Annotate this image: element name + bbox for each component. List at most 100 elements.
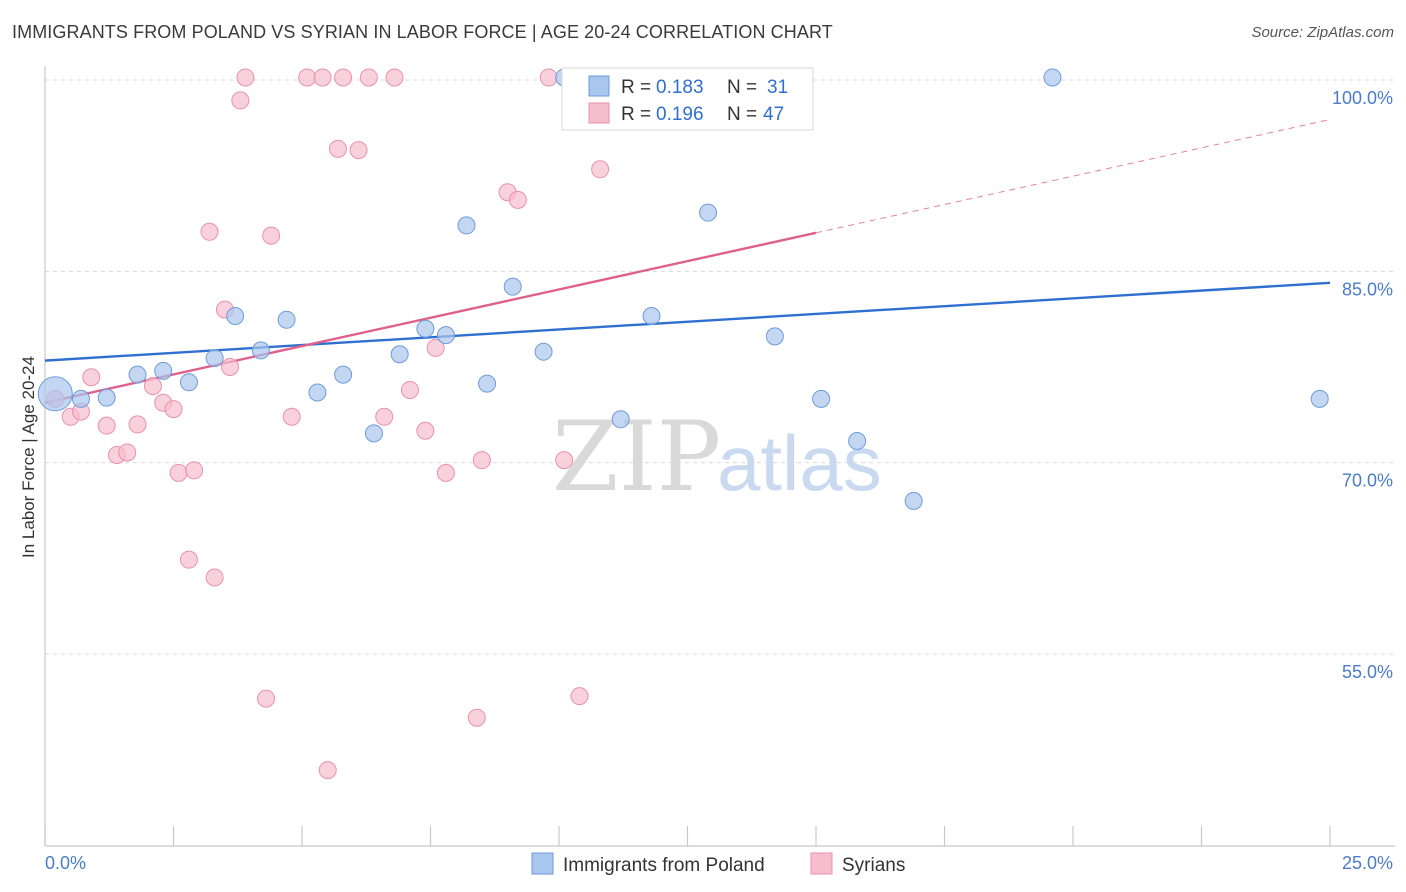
syrian-point: [313, 68, 332, 87]
grid-lines: [45, 79, 1395, 655]
y-tick-label-70: 70.0%: [1342, 471, 1393, 491]
poland-point: [611, 410, 630, 429]
syrian-point: [164, 400, 183, 419]
poland-point: [416, 319, 435, 338]
legend-n-value-syrians: 47: [763, 104, 784, 125]
bottom-legend-label-syrians: Syrians: [842, 855, 905, 876]
syrian-point: [221, 358, 240, 376]
syrian-point: [555, 451, 574, 470]
syrian-point: [118, 443, 137, 462]
syrian-point: [508, 190, 527, 209]
syrian-point: [257, 689, 276, 708]
correlation-legend: R = 0.183 N = 31 R = 0.196 N = 47: [561, 67, 814, 131]
bottom-legend-swatch-syrians: [810, 852, 833, 875]
x-tick-label-min: 0.0%: [45, 853, 86, 873]
poland-point: [642, 306, 661, 325]
poland-point: [97, 388, 116, 407]
syrian-point: [169, 463, 188, 482]
series-legend: Immigrants from Poland Syrians: [531, 852, 905, 876]
syrian-point: [375, 407, 394, 426]
poland-point: [534, 342, 553, 361]
poland-point: [128, 365, 147, 384]
legend-swatch-poland: [588, 75, 610, 97]
data-points: [37, 68, 1329, 780]
legend-r-label-syrians: R =: [621, 104, 651, 125]
trend-line-extension-1: [815, 119, 1331, 234]
poland-point: [179, 373, 198, 392]
y-tick-label-85: 85.0%: [1342, 279, 1393, 299]
syrian-point: [436, 463, 455, 482]
poland-point: [71, 389, 90, 408]
poland-point: [812, 389, 831, 408]
syrian-point: [231, 91, 250, 110]
watermark-zip: ZIP: [552, 401, 721, 513]
syrian-point: [334, 68, 353, 87]
axes: [44, 66, 1395, 847]
trend-line-1: [44, 231, 817, 404]
syrian-point: [349, 141, 368, 160]
syrian-point: [400, 380, 419, 399]
trend-lines: [44, 119, 1331, 404]
y-tick-label-100: 100.0%: [1332, 88, 1393, 108]
x-tick-label-max: 25.0%: [1342, 853, 1393, 873]
syrian-point: [185, 461, 204, 480]
bottom-legend-swatch-poland: [531, 852, 554, 875]
bottom-legend-label-poland: Immigrants from Poland: [563, 855, 765, 876]
poland-point: [308, 383, 327, 402]
y-tick-labels: 55.0% 70.0% 85.0% 100.0%: [1332, 88, 1393, 682]
watermark: ZIP atlas: [552, 401, 882, 513]
poland-point: [37, 376, 73, 412]
syrian-point: [472, 451, 491, 470]
poland-point: [904, 491, 923, 510]
poland-point: [364, 424, 383, 443]
syrian-point: [385, 68, 404, 87]
syrian-point: [82, 368, 101, 387]
poland-point: [334, 365, 353, 384]
syrian-point: [359, 68, 378, 87]
x-tick-labels: 0.0% 25.0%: [45, 853, 1393, 873]
legend-swatch-syrians: [588, 102, 610, 124]
legend-n-label-poland: N =: [727, 77, 757, 98]
poland-point: [457, 216, 476, 235]
y-tick-label-55: 55.0%: [1342, 662, 1393, 682]
syrian-point: [539, 68, 558, 87]
syrian-point: [262, 226, 281, 245]
syrian-point: [97, 416, 116, 435]
syrian-point: [298, 68, 317, 87]
syrian-point: [570, 687, 589, 706]
poland-point: [251, 341, 270, 360]
syrian-point: [205, 568, 224, 587]
poland-point: [436, 326, 455, 345]
poland-point: [277, 310, 296, 329]
poland-point: [848, 431, 867, 450]
poland-point: [699, 203, 718, 222]
legend-r-label-poland: R =: [621, 77, 651, 98]
syrian-point: [282, 407, 301, 426]
poland-point: [226, 306, 245, 325]
poland-point: [765, 327, 784, 346]
poland-point: [478, 374, 497, 393]
syrian-point: [426, 338, 445, 357]
syrian-point: [416, 421, 435, 440]
y-axis-title: In Labor Force | Age 20-24: [19, 356, 38, 558]
syrian-point: [200, 222, 219, 241]
syrian-point: [318, 761, 337, 780]
poland-point: [205, 349, 224, 368]
legend-r-value-syrians: 0.196: [656, 104, 704, 125]
poland-point: [503, 277, 522, 296]
poland-point: [1043, 68, 1062, 87]
syrian-point: [143, 377, 162, 396]
poland-point: [390, 345, 409, 364]
chart-title: IMMIGRANTS FROM POLAND VS SYRIAN IN LABO…: [12, 22, 833, 42]
legend-n-label-syrians: N =: [727, 104, 757, 125]
legend-n-value-poland: 31: [767, 77, 788, 98]
syrian-point: [328, 139, 347, 158]
syrian-point: [236, 68, 255, 87]
syrian-point: [128, 415, 147, 434]
poland-point: [154, 361, 173, 380]
source-label: Source: ZipAtlas.com: [1251, 24, 1394, 41]
syrian-point: [179, 550, 198, 569]
poland-point: [1310, 389, 1329, 408]
legend-r-value-poland: 0.183: [656, 77, 704, 98]
